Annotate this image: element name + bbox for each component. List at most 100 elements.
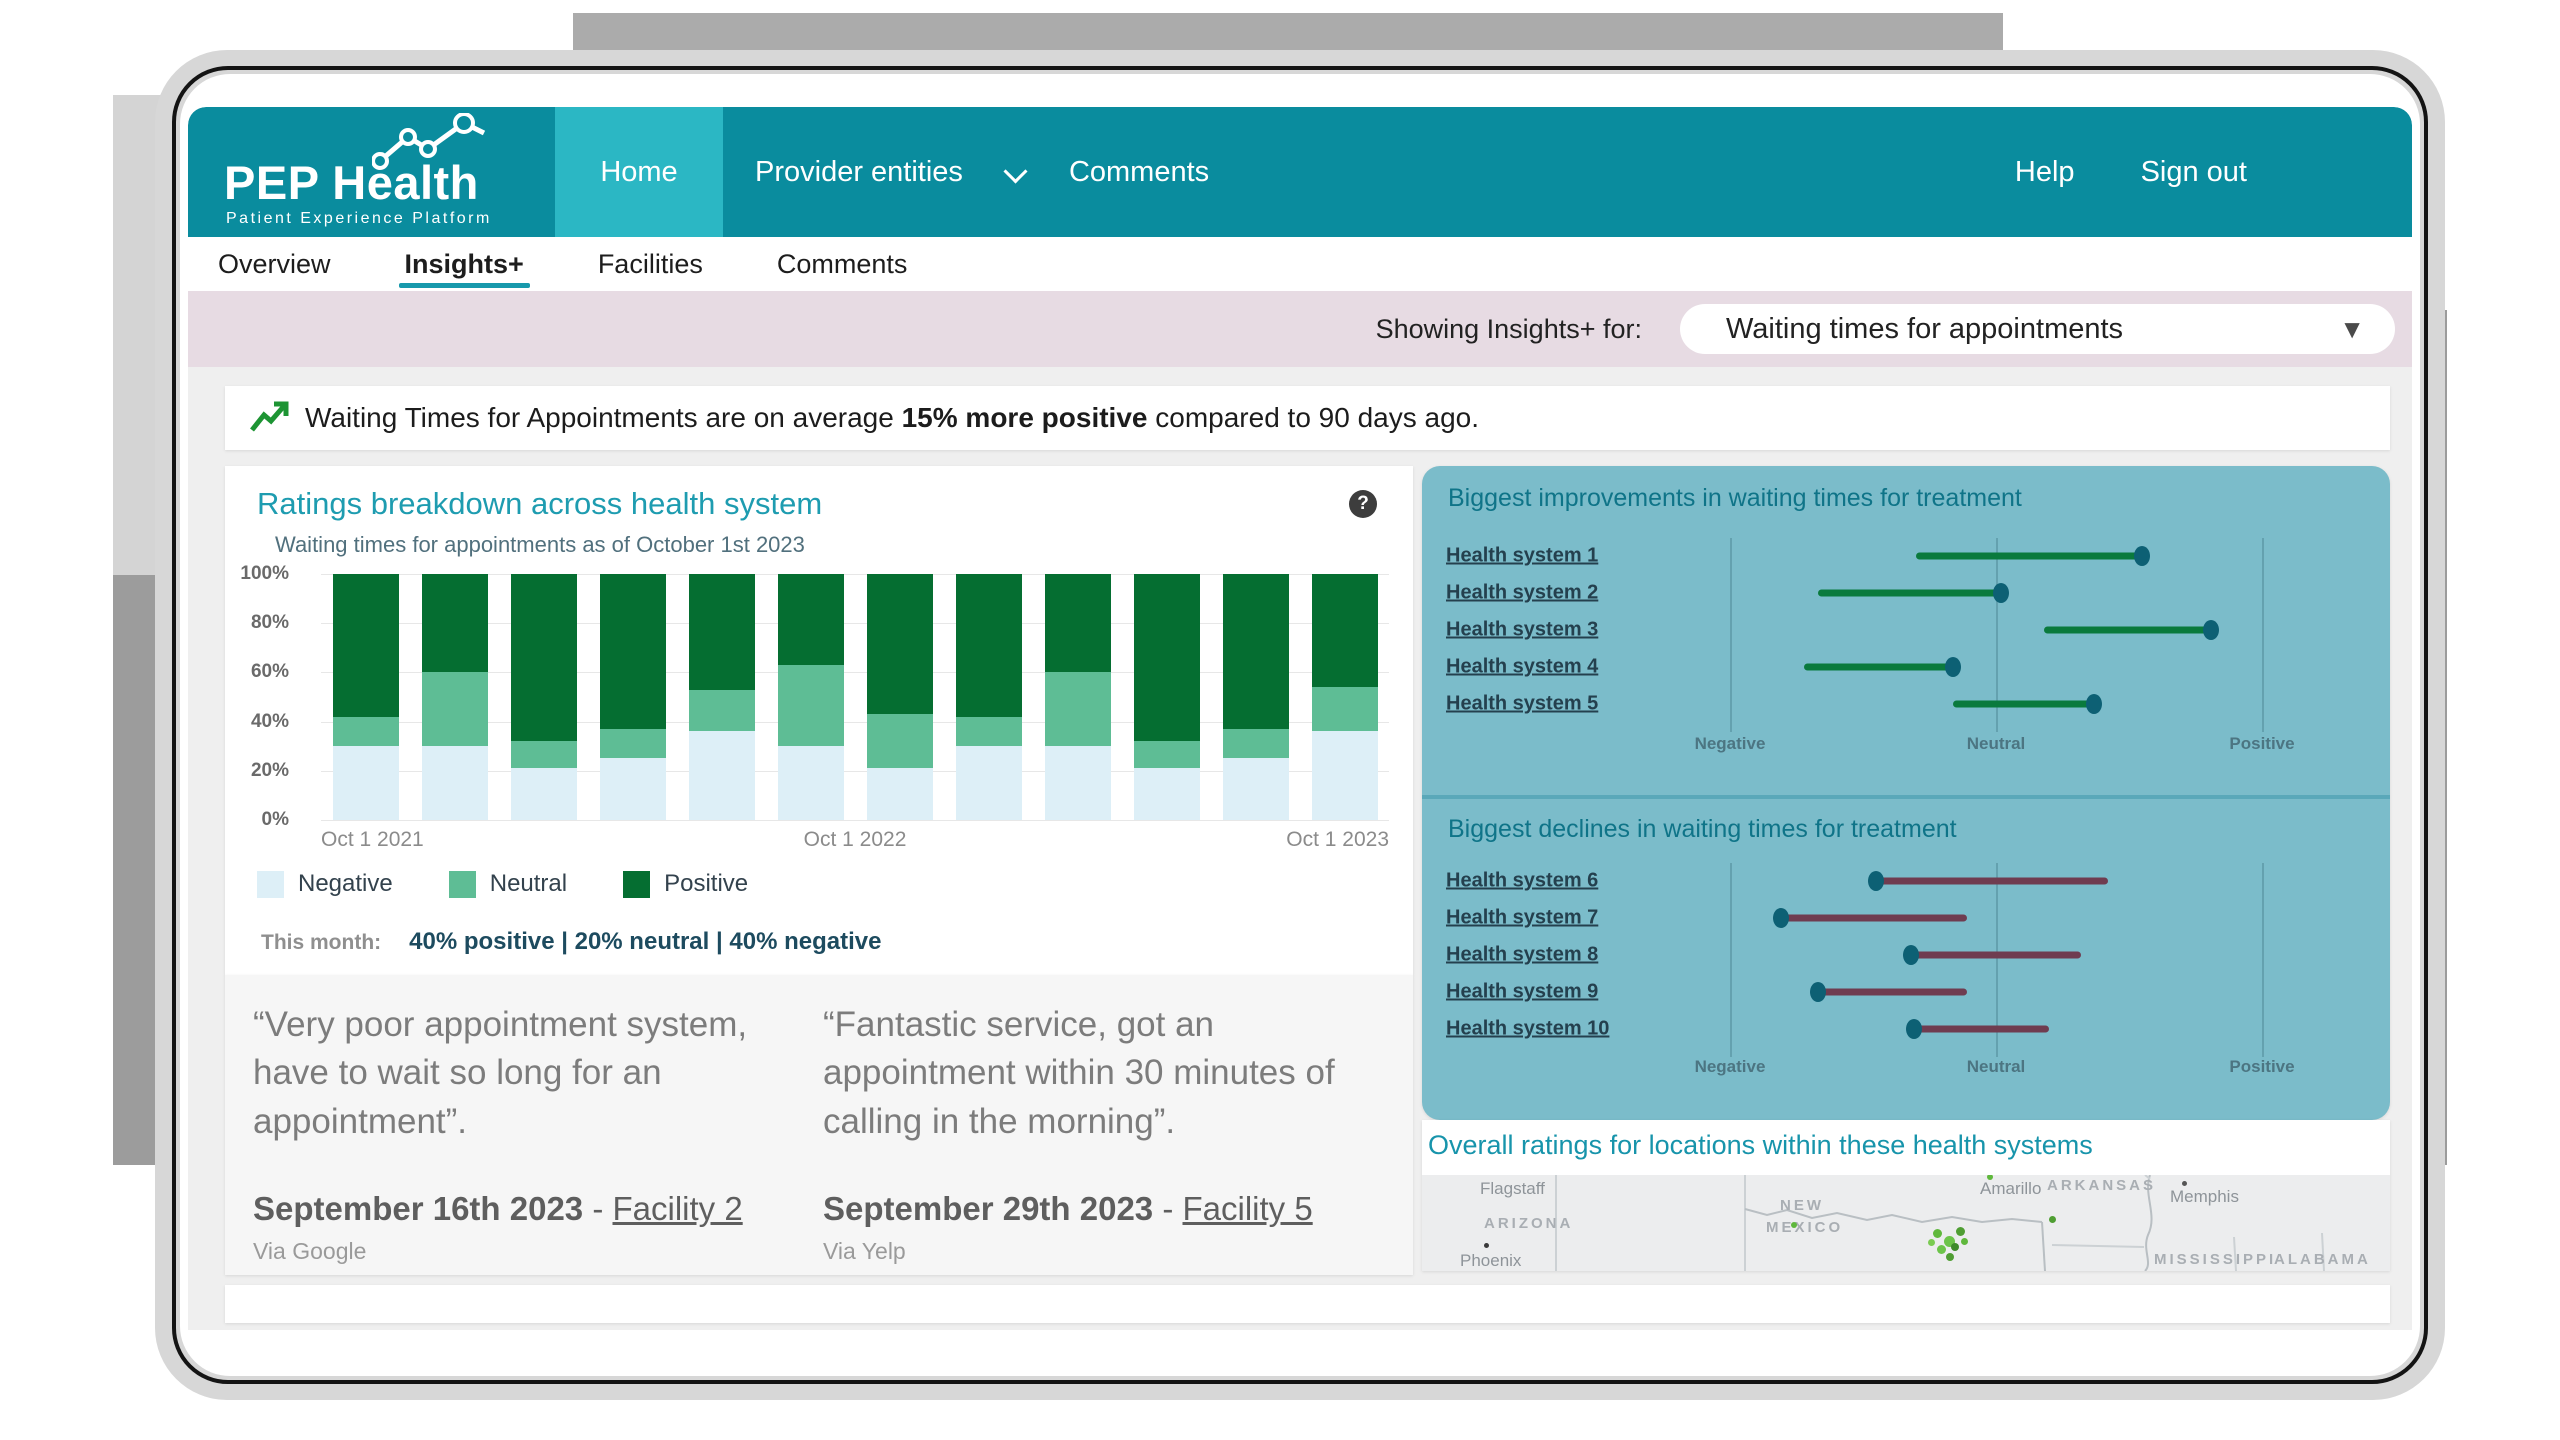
stacked-bar <box>421 574 488 820</box>
axis-label: Positive <box>2229 734 2295 753</box>
facility-link[interactable]: Facility 5 <box>1182 1189 1313 1227</box>
quote-meta: September 16th 2023 - Facility 2 <box>253 1189 743 1227</box>
logo-subtitle: Patient Experience Platform <box>226 210 492 227</box>
stacked-bar <box>1311 574 1378 820</box>
axis-gridline <box>2262 538 2264 732</box>
health-system-link[interactable]: Health system 8 <box>1446 943 1599 966</box>
health-system-link[interactable]: Health system 2 <box>1446 581 1599 604</box>
dumbbell-line <box>1804 663 1954 671</box>
bar-segment-positive <box>1311 574 1378 688</box>
stacked-bar <box>777 574 844 820</box>
y-axis-label: 0% <box>261 809 289 830</box>
this-month-row: This month: 40% positive | 20% neutral |… <box>261 928 881 956</box>
locations-map[interactable]: Flagstaff ARIZONA Phoenix NEW MEXICO Amarillo… <box>1422 1175 2390 1271</box>
dumbbell-dot <box>1905 1019 1922 1039</box>
health-system-link[interactable]: Health system 3 <box>1446 618 1599 641</box>
bar-segment-neutral <box>1133 741 1200 769</box>
nav-help[interactable]: Help <box>2014 155 2075 188</box>
bar-segment-neutral <box>599 728 666 759</box>
dumbbell-line <box>2043 626 2212 634</box>
y-axis-label: 20% <box>250 759 289 781</box>
health-system-link[interactable]: Health system 1 <box>1446 544 1599 567</box>
tab-facilities[interactable]: Facilities <box>597 248 703 279</box>
map-location-dot <box>1960 1237 1968 1245</box>
dumbbell-line <box>1910 951 2082 959</box>
legend-swatch <box>623 870 651 898</box>
dropdown-arrow-icon[interactable]: ▼ <box>2339 313 2365 344</box>
bar-plot: 100% 80% 60% 40% 20% 0% <box>240 563 1389 830</box>
bar-segment-positive <box>599 574 666 729</box>
facility-link[interactable]: Facility 2 <box>612 1189 743 1227</box>
stacked-bar <box>688 574 755 820</box>
bar-segment-negative <box>599 758 666 820</box>
x-axis-label: Oct 1 2021 <box>321 828 424 851</box>
overall-ratings-link[interactable]: Overall ratings for locations within the… <box>1428 1130 2093 1160</box>
bar-segment-negative <box>1133 768 1200 820</box>
legend-label: Neutral <box>489 870 568 897</box>
this-month-label: This month: <box>261 931 382 954</box>
axis-label: Negative <box>1694 1057 1766 1076</box>
dumbbell-dot <box>2134 546 2151 566</box>
x-axis-label: Oct 1 2022 <box>803 828 907 851</box>
nav-provider-entities[interactable]: Provider entities <box>755 155 963 188</box>
map-label: ALABAMA <box>2274 1251 2371 1268</box>
map-location-dot <box>1943 1235 1955 1247</box>
bar-segment-negative <box>332 746 399 820</box>
stacked-bar <box>866 574 933 820</box>
legend-swatch <box>257 870 284 898</box>
dumbbell-dot <box>2203 620 2220 640</box>
map-label: MISSISSIPPI <box>2154 1251 2277 1268</box>
axis-gridline <box>1996 538 1998 732</box>
bar-segment-negative <box>1044 746 1111 820</box>
health-systems-panel: Biggest improvements in waiting times fo… <box>1422 466 2390 1120</box>
health-system-link[interactable]: Health system 4 <box>1446 655 1599 678</box>
map-label: Flagstaff <box>1480 1179 1545 1198</box>
filter-bar: Showing Insights+ for: Waiting times for… <box>188 291 2412 367</box>
legend-item: Negative <box>257 870 393 898</box>
quote-source: Via Yelp <box>823 1237 906 1264</box>
dumbbell-dot <box>1945 657 1962 677</box>
dropdown-value: Waiting times for appointments <box>1726 312 2124 345</box>
section-title: Biggest improvements in waiting times fo… <box>1448 484 2022 512</box>
bar-segment-neutral <box>332 716 399 747</box>
health-system-link[interactable]: Health system 7 <box>1446 906 1599 929</box>
health-system-link[interactable]: Health system 6 <box>1446 869 1599 892</box>
health-system-link[interactable]: Health system 10 <box>1446 1017 1610 1040</box>
nav-tab-home[interactable]: Home <box>555 107 723 237</box>
axis-gridline <box>2262 863 2264 1057</box>
dumbbell-line <box>1817 988 1967 996</box>
declines-section: Biggest declines in waiting times for tr… <box>1422 799 2390 1120</box>
legend-label: Negative <box>298 870 393 897</box>
nav-sign-out[interactable]: Sign out <box>2140 155 2247 188</box>
insights-dropdown[interactable]: Waiting times for appointments ▼ <box>1680 304 2395 354</box>
legend-item: Positive <box>623 870 748 898</box>
bar-segment-neutral <box>510 741 577 769</box>
quote-text: “Fantastic service, got an appointment w… <box>823 1005 1335 1141</box>
nav-comments[interactable]: Comments <box>1068 155 1210 188</box>
bar-segment-positive <box>688 574 755 690</box>
bar-segment-neutral <box>421 672 488 747</box>
bar-segment-neutral <box>688 689 755 732</box>
pep-health-logo: PEP Health Patient Experience Platform <box>224 107 524 237</box>
bar-segment-positive <box>332 574 399 717</box>
help-icon[interactable]: ? <box>1349 490 1377 518</box>
health-system-link[interactable]: Health system 9 <box>1446 980 1599 1003</box>
stacked-bar <box>510 574 577 820</box>
dumbbell-dot <box>1902 945 1919 965</box>
bar-segment-negative <box>1222 758 1289 820</box>
bar-segment-negative <box>1311 731 1378 820</box>
gridline <box>321 574 1389 575</box>
tab-overview[interactable]: Overview <box>218 248 331 279</box>
map-location-dot <box>1987 1175 1993 1180</box>
logo-title: PEP Health <box>224 156 479 209</box>
bar-segment-positive <box>955 574 1022 717</box>
dumbbell-dot <box>1993 583 2010 603</box>
bar-segment-negative <box>421 746 488 820</box>
tab-insights[interactable]: Insights+ <box>398 237 531 291</box>
map-location-dot <box>1946 1253 1954 1261</box>
bar-segment-neutral <box>1222 728 1289 759</box>
dumbbell-dot <box>2086 694 2103 714</box>
health-system-link[interactable]: Health system 5 <box>1446 692 1599 715</box>
map-location-dot <box>1951 1243 1959 1251</box>
tab-comments[interactable]: Comments <box>776 248 908 279</box>
